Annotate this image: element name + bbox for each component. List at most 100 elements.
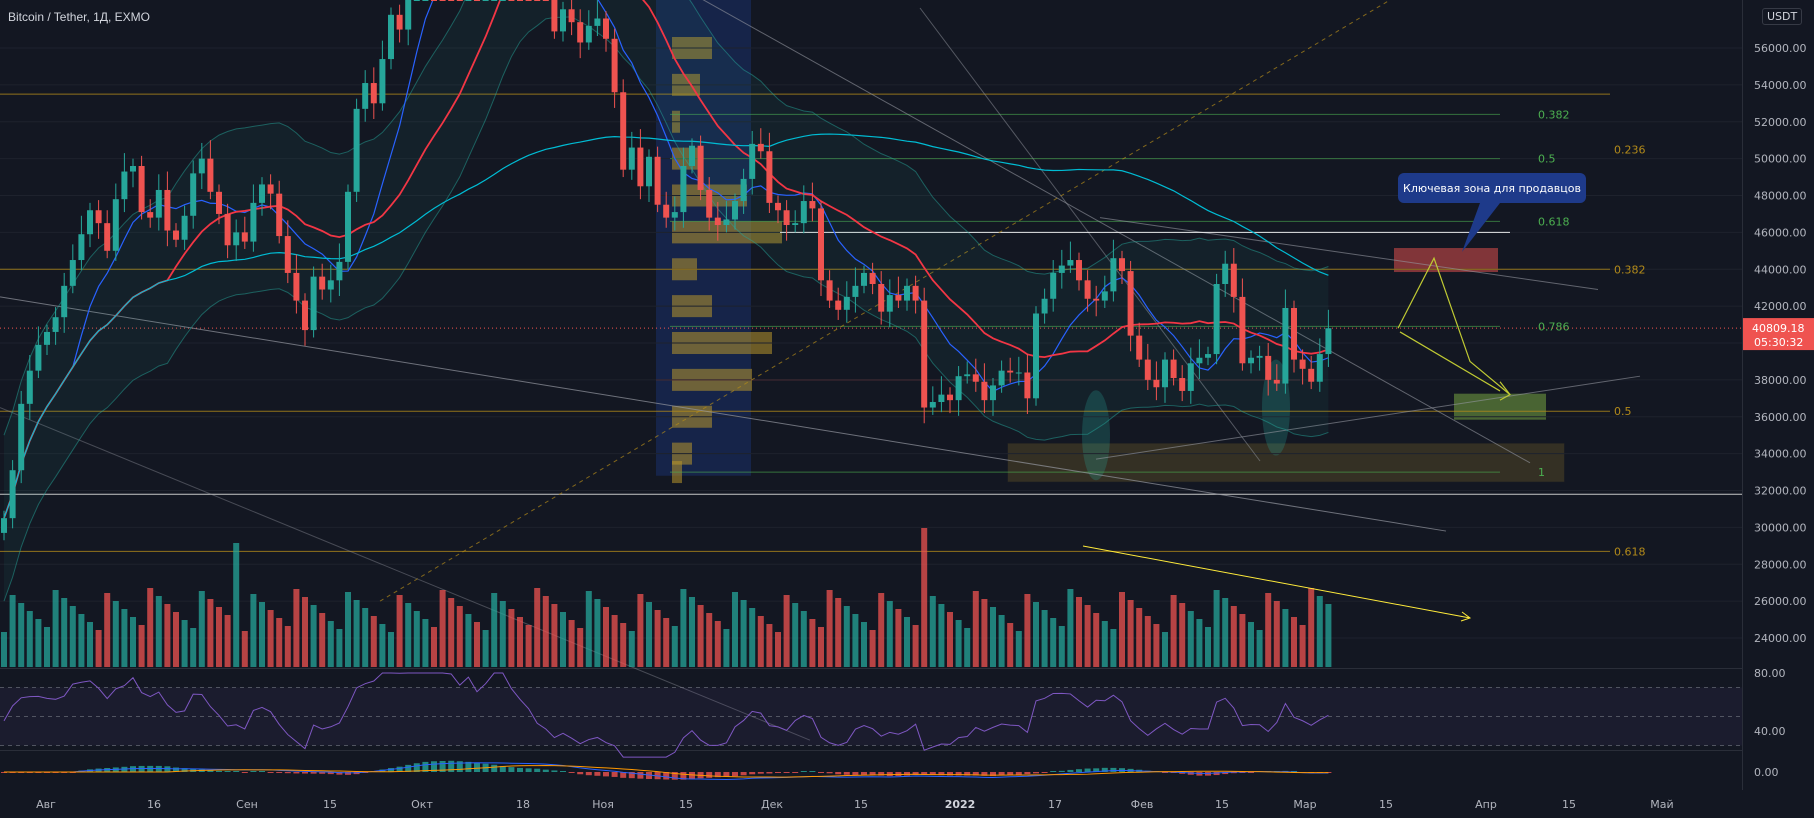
volume-bar [147,588,154,667]
volume-bar [35,619,42,667]
time-tick-label: Мар [1293,798,1316,811]
time-axis: Авг 16 Сен 15 Окт 18 Ноя 15 Дек 15 2022 17 Фев 15 Мар 1… [36,798,1674,811]
trend-line [702,0,1531,464]
volume-bar [895,609,902,667]
macd-histogram-bar [1084,768,1091,772]
volume-bar [413,611,420,667]
macd-histogram-bar [181,768,188,772]
price-tick-label: 24000.00 [1754,632,1807,645]
candle-up [689,145,695,166]
candle-down [1153,379,1160,388]
candle-down [267,184,274,194]
volume-bar [1136,608,1143,667]
candle-down [947,394,953,401]
volume-bar [1179,603,1186,667]
volume-bar [78,614,85,667]
bollinger-upper [3,0,1329,436]
candle-up [181,215,188,240]
fib-level-label: 0.5 [1538,153,1556,166]
candle-down [1127,271,1134,336]
candle-down [293,272,300,301]
macd-histogram-bar [465,761,472,772]
macd-histogram-bar [1041,772,1048,773]
fib-level-label: 1 [1538,466,1545,479]
volume-bar [534,588,541,667]
volume-bar [723,629,730,667]
projection-path [1397,256,1511,396]
volume-bar [448,598,455,667]
candle-up [792,223,799,225]
candle-down [775,202,781,211]
candle-down [284,236,291,273]
macd-histogram-bar [431,761,437,772]
volume-bar [1067,589,1074,667]
macd-histogram-bar [439,760,446,772]
macd-histogram-bar [671,772,678,780]
volume-bar [1187,611,1194,667]
trend-line [919,7,1261,462]
macd-histogram-bar [1248,772,1254,773]
volume-bar [1213,590,1220,667]
macd-histogram-bar [517,767,523,772]
candle-down [319,276,326,290]
time-tick-label: 16 [147,798,161,811]
volume-bar [310,605,317,667]
candle-up [362,83,369,109]
volume-bar [1308,588,1315,667]
volume-bar [921,528,928,667]
macd-histogram-bar [1162,772,1168,773]
fib-trend-line [379,0,1391,602]
candles [1,0,1332,541]
candle-down [448,0,455,1]
volume-bar [1196,619,1203,667]
macd-histogram-bar [998,772,1005,776]
candle-up [26,370,33,404]
macd-histogram-bar [852,772,859,775]
macd-histogram-bar [689,772,695,780]
volume-bar [293,589,300,667]
volume-bar [697,605,704,667]
macd-histogram-bar [577,772,584,775]
candle-down [809,201,816,209]
volume-bar [861,622,867,667]
macd-histogram-bar [173,767,179,772]
candle-up [1248,357,1254,364]
candle-down [921,300,928,408]
currency-badge[interactable]: USDT [1762,8,1803,25]
volume-bar [964,628,971,667]
volume-bar [319,613,326,667]
candle-up [1050,272,1057,299]
macd-histogram-bar [706,772,713,778]
volume-bar [1325,604,1332,667]
volume-bar [1101,621,1108,667]
macd-histogram-bar [594,772,601,776]
candle-down [1239,296,1246,364]
volume-bar [1127,600,1134,667]
volume-bar [130,617,136,667]
candle-down [912,285,919,301]
volume-bar [654,610,661,667]
candle-down [525,0,532,1]
volume-bar [422,619,429,667]
price-tick-label: 30000.00 [1754,521,1807,534]
candle-down [620,92,627,170]
volume-bar [302,597,308,667]
volume-bar [938,604,945,667]
volume-bar [628,631,635,667]
volume-bar [818,627,824,667]
volume-bar [164,604,171,667]
candle-down [826,280,833,301]
macd-histogram-bar [861,772,867,775]
volume-bar [929,596,936,667]
candle-up [327,280,334,290]
volume-bar [95,630,102,667]
candle-up [1101,291,1108,301]
candle-up [1033,313,1039,399]
volume-bar [577,628,584,667]
volume-bar [1076,597,1082,667]
macd-histogram-bar [1213,772,1220,776]
callout-box [1398,173,1586,203]
volume-bar [508,609,515,667]
macd-histogram-bar [835,772,842,775]
